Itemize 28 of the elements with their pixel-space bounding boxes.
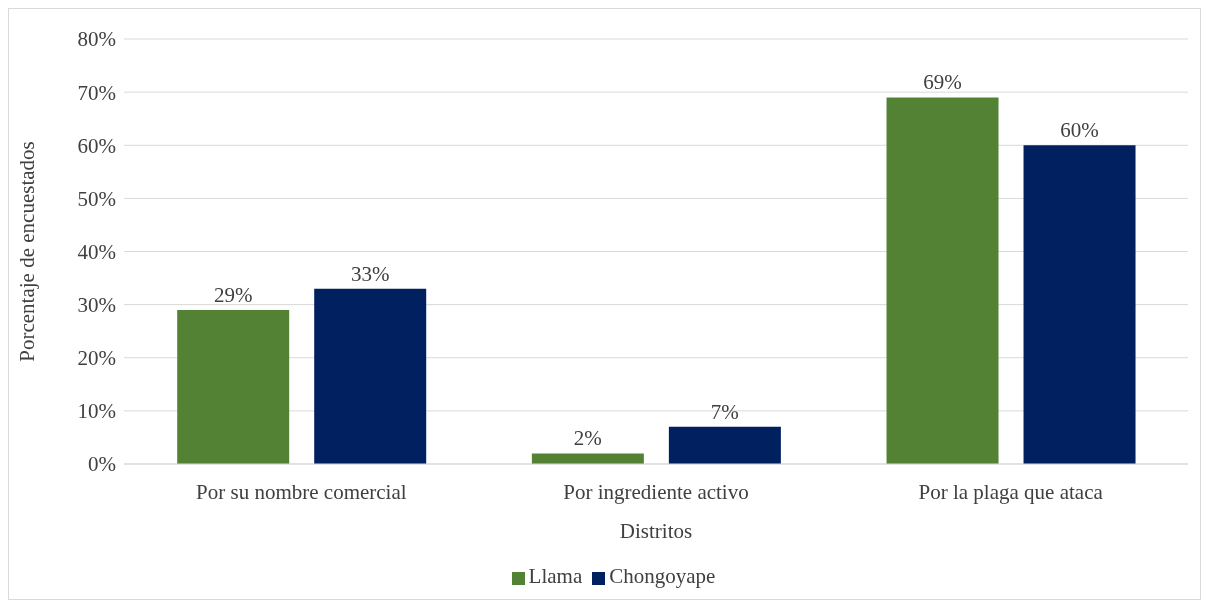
y-tick-label: 10% [77,399,116,424]
x-tick-label: Por su nombre comercial [196,479,407,504]
y-tick-label: 0% [88,452,116,477]
bar [886,97,999,464]
data-label: 2% [573,426,602,451]
bar [177,309,290,464]
bar [1023,145,1136,464]
bar [314,288,427,464]
y-tick-label: 20% [77,346,116,371]
y-tick-label: 50% [77,186,116,211]
y-axis-title: Porcentaje de encuestados [15,141,40,362]
y-tick-label: 60% [77,133,116,158]
data-label: 33% [350,261,390,286]
x-tick-label: Por la plaga que ataca [918,479,1104,504]
legend-label: Chongoyape [609,564,716,588]
y-tick-label: 80% [77,27,116,52]
bar [668,426,781,464]
legend-label: Llama [528,564,583,588]
y-tick-label: 30% [77,293,116,318]
bar [531,453,644,464]
data-label: 69% [923,70,962,95]
y-tick-label: 70% [77,80,116,105]
data-label: 60% [1060,118,1099,143]
x-axis-title: Distritos [619,519,693,543]
data-label: 7% [710,399,739,424]
x-tick-label: Por ingrediente activo [563,479,749,504]
data-label: 29% [213,282,253,307]
y-tick-label: 40% [77,239,116,264]
